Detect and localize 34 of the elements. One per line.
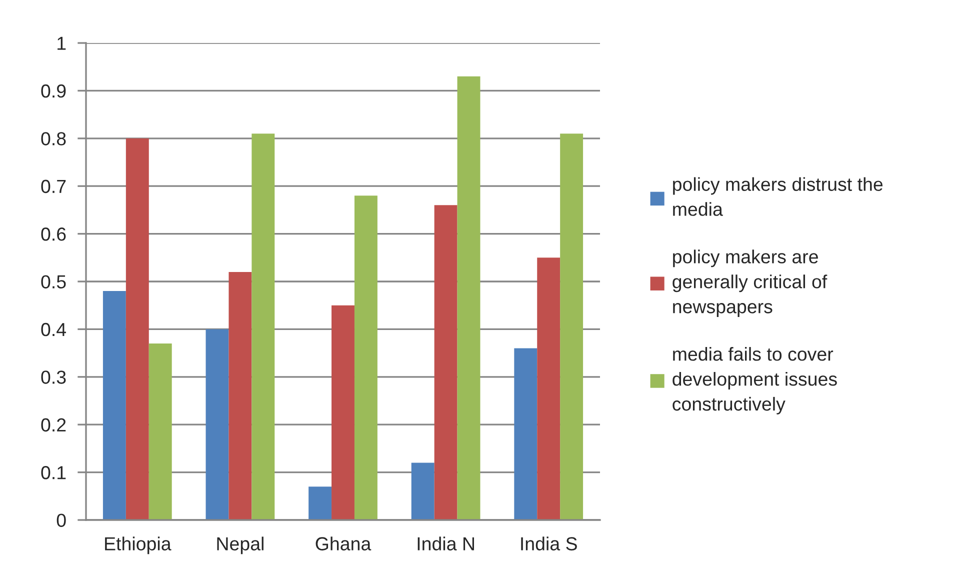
bar — [252, 134, 275, 520]
y-tick-label: 0.9 — [41, 84, 66, 98]
bar — [206, 329, 229, 520]
y-tick-label: 0.4 — [41, 322, 66, 336]
y-tick-label: 0.5 — [41, 275, 66, 288]
x-tick-label: Ethiopia — [105, 536, 172, 554]
bar — [126, 138, 149, 520]
bar — [457, 76, 480, 520]
x-tick-label: India S — [521, 536, 577, 550]
y-tick-label: 1 — [58, 36, 66, 50]
y-tick-label: 0.3 — [41, 370, 66, 384]
bar — [148, 344, 172, 520]
bar — [560, 134, 584, 520]
bar — [434, 205, 458, 520]
bar — [411, 462, 434, 520]
y-tick-label: 0.8 — [41, 132, 66, 146]
legend-label: policy makers distrust the media — [673, 177, 883, 216]
bar — [537, 258, 560, 520]
bar — [308, 486, 332, 520]
y-tick-label: 0.6 — [41, 228, 66, 241]
legend-label: policy makers are generally critical of newspapers — [672, 250, 828, 318]
bar — [514, 348, 538, 520]
y-tick-label: 0.7 — [41, 180, 66, 194]
bar — [332, 305, 354, 520]
y-tick-label: 0 — [56, 514, 66, 527]
y-tick-label: 0.2 — [41, 418, 66, 432]
x-tick-label: Ghana — [316, 536, 372, 550]
x-tick-label: Nepal — [217, 536, 264, 554]
legend-label: media fails to cover development issues constructively — [672, 347, 837, 414]
x-tick-label: India N — [418, 536, 474, 550]
bar — [354, 196, 378, 520]
bar — [102, 291, 126, 520]
bar — [228, 272, 252, 520]
y-tick-label: 0.1 — [41, 466, 66, 480]
